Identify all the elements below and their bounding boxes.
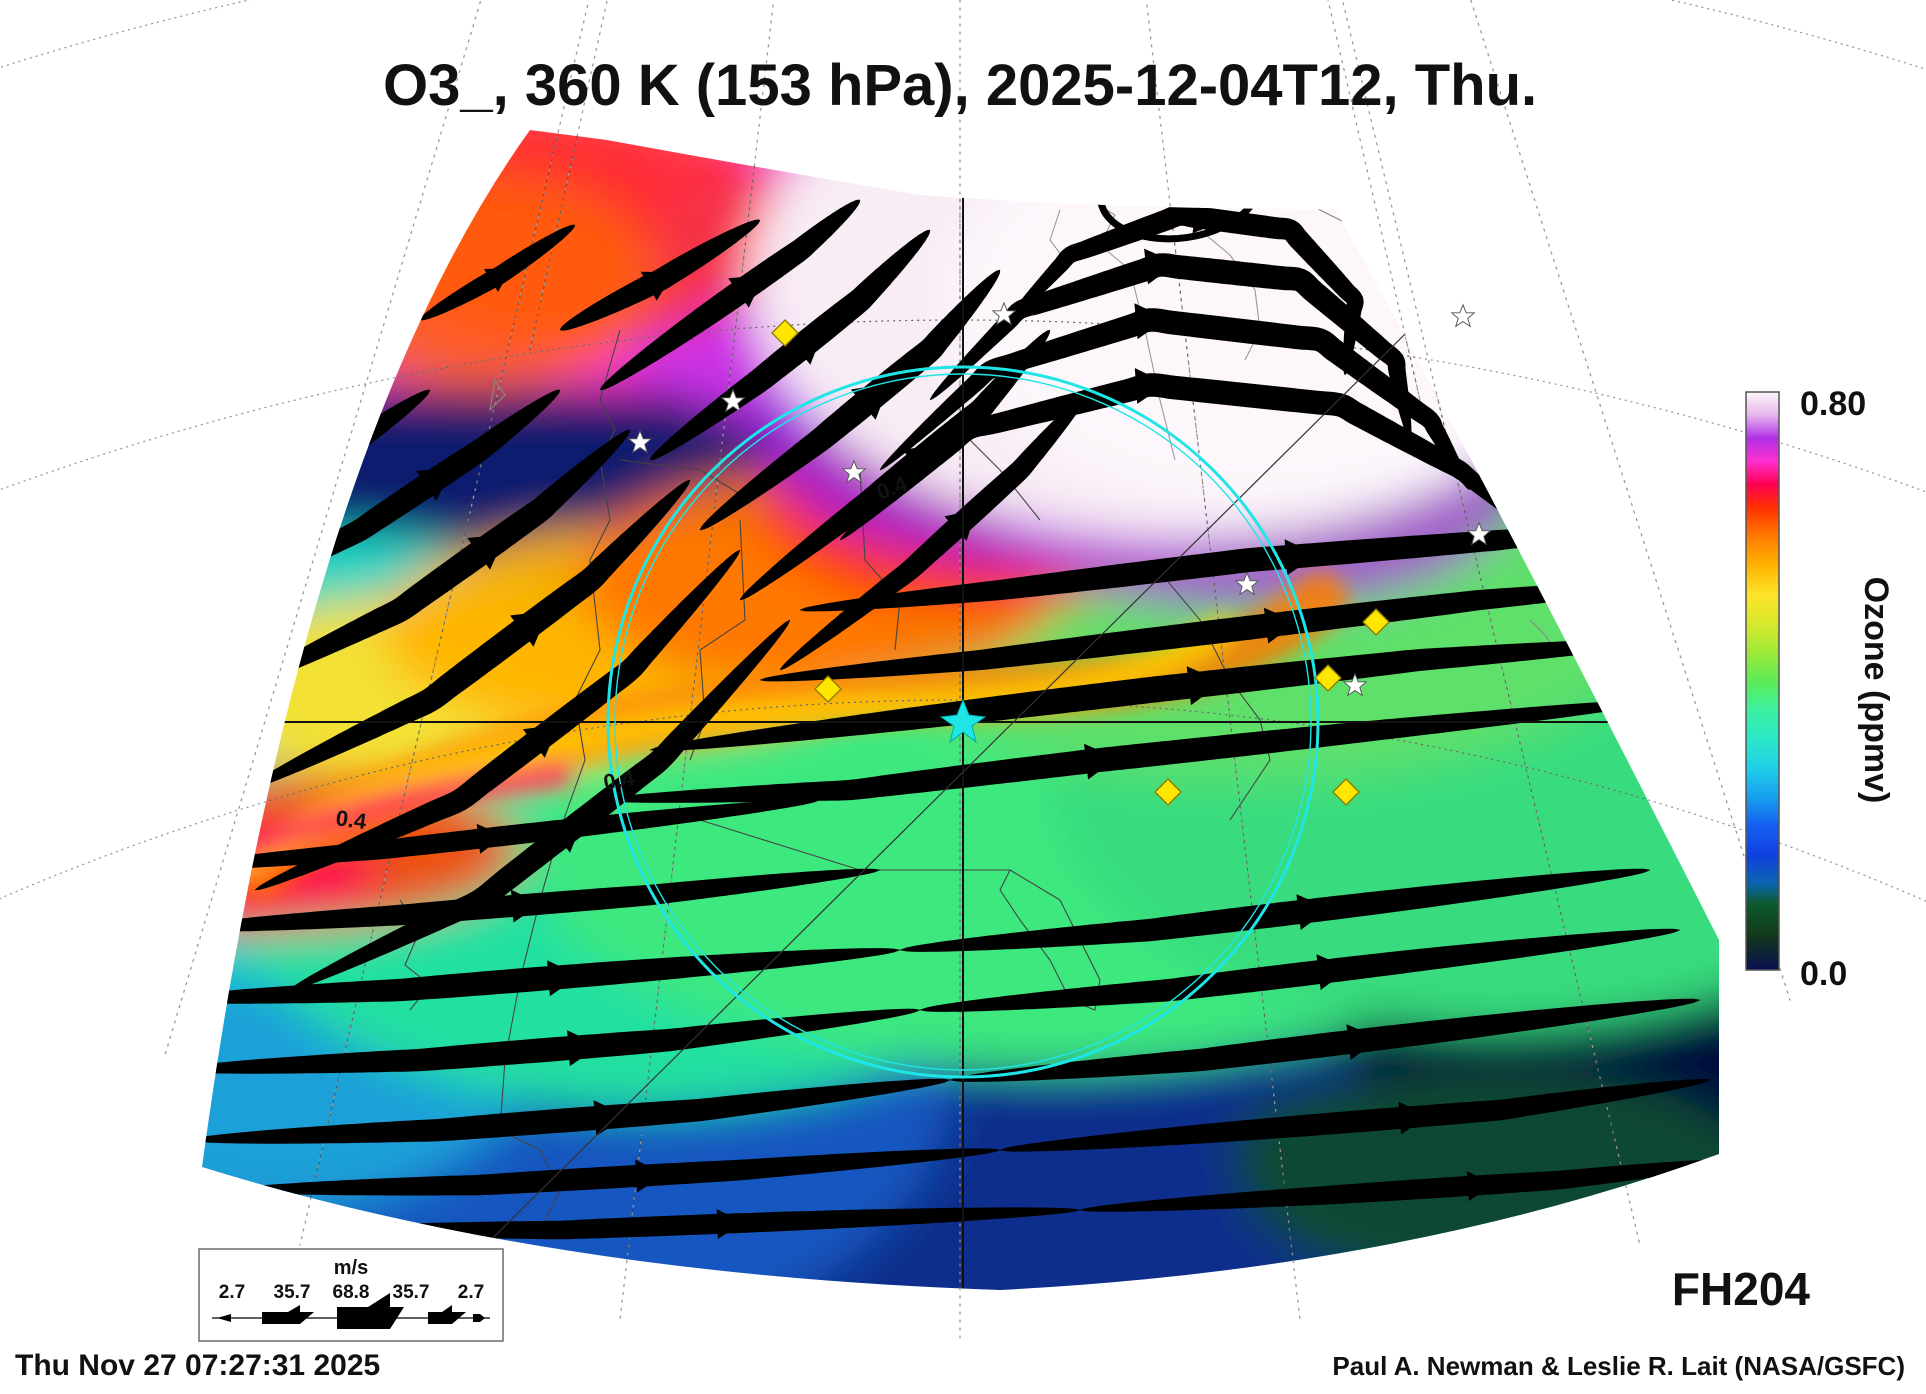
svg-text:Thu Nov 27 07:27:31 2025: Thu Nov 27 07:27:31 2025 [15,1349,380,1382]
svg-text:O3_, 360 K (153 hPa), 2025-12-: O3_, 360 K (153 hPa), 2025-12-04T12, Thu… [383,53,1537,118]
svg-text:2.7: 2.7 [458,1282,484,1303]
svg-text:0.80: 0.80 [1800,385,1866,423]
svg-text:35.7: 35.7 [274,1282,311,1303]
svg-text:0.0: 0.0 [1800,955,1847,993]
svg-text:2.7: 2.7 [219,1282,245,1303]
svg-text:0.4: 0.4 [334,805,369,834]
svg-text:Ozone (ppmv): Ozone (ppmv) [1857,577,1895,804]
svg-text:Paul A. Newman & Leslie R. Lai: Paul A. Newman & Leslie R. Lait (NASA/GS… [1332,1351,1905,1381]
svg-text:m/s: m/s [334,1257,368,1279]
svg-text:35.7: 35.7 [393,1282,430,1303]
svg-text:68.8: 68.8 [333,1282,370,1303]
svg-text:FH204: FH204 [1672,1263,1810,1315]
